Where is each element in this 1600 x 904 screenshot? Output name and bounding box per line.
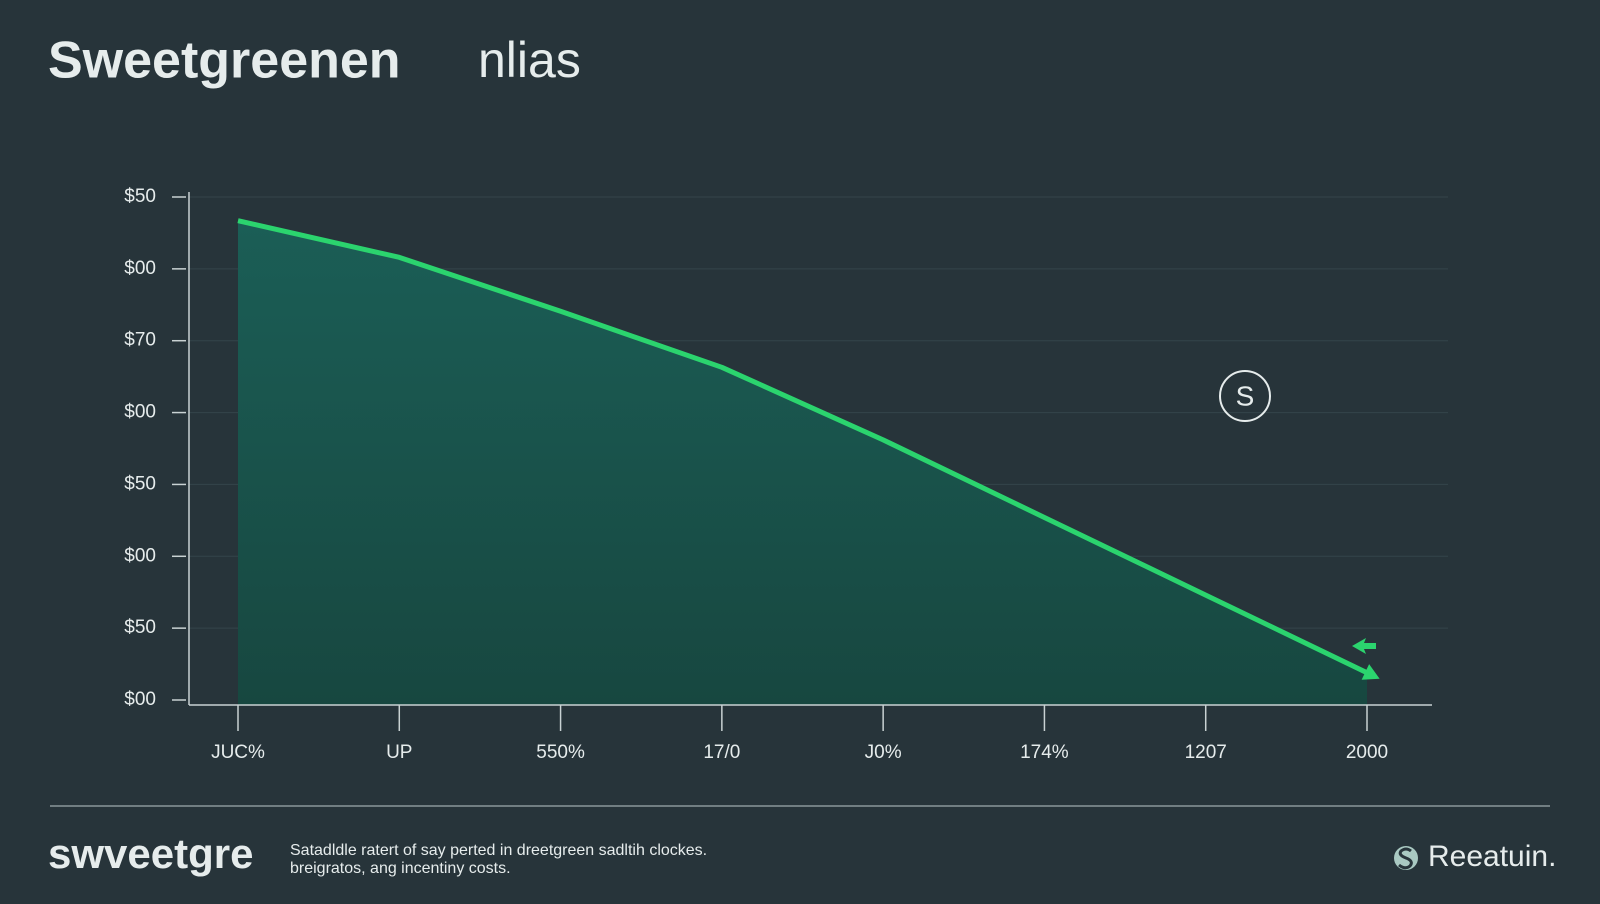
- x-tick-label: 550%: [536, 742, 585, 763]
- annotation-symbol: S: [1236, 380, 1255, 411]
- y-tick-label: $00: [124, 689, 156, 710]
- y-tick-label: $00: [124, 402, 156, 423]
- y-tick-label: $70: [124, 330, 156, 351]
- annotation-ring: [1219, 370, 1271, 422]
- x-tick-label: J0%: [865, 742, 902, 763]
- y-tick-label: $50: [124, 473, 156, 494]
- x-tick-label: 17/0: [703, 742, 740, 763]
- x-tick-label: UP: [386, 742, 412, 763]
- x-tick-label: 2000: [1346, 742, 1388, 763]
- arrow-marker: [1352, 638, 1376, 654]
- footer-description: Satadldle ratert of say perted in dreetg…: [290, 842, 707, 859]
- source-icon: [1394, 846, 1418, 870]
- plot: $00 $50 $00 $50 $00 $70 $00 $50 JUC% UP 550% 17/0 J0…: [124, 186, 1448, 763]
- y-tick-label: $50: [124, 186, 156, 207]
- x-tick-label: 1207: [1185, 742, 1227, 763]
- footer-description: breigratos, ang incentiny costs.: [290, 860, 511, 877]
- y-tick-label: $00: [124, 545, 156, 566]
- footer-brand: swveetgre: [48, 830, 253, 877]
- chart-title: Sweetgreenen: [48, 32, 401, 90]
- area-fill: [238, 220, 1367, 705]
- x-tick-label: JUC%: [211, 742, 265, 763]
- y-tick-label: $00: [124, 258, 156, 279]
- area-line: [237, 218, 1369, 675]
- y-tick-label: $50: [124, 617, 156, 638]
- footer-source: Reeatuin.: [1428, 840, 1556, 873]
- x-tick-label: 174%: [1020, 742, 1069, 763]
- arrow-head: [1361, 664, 1380, 680]
- chart-subtitle: nlias: [478, 32, 581, 88]
